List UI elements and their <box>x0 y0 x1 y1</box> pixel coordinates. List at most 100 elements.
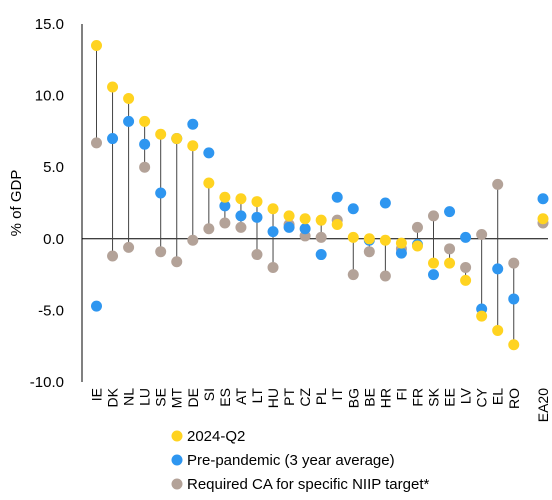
point-2024-q2 <box>219 191 231 203</box>
point-required-ca <box>91 137 102 149</box>
legend-required-ca-label: Required CA for specific NIIP target* <box>187 476 429 493</box>
category-label: NL <box>121 388 137 406</box>
point-2024-q2 <box>171 133 183 145</box>
point-pre-pandemic <box>347 203 359 215</box>
category-label: LT <box>249 388 265 404</box>
point-2024-q2 <box>251 196 263 208</box>
category-label: FI <box>393 388 409 400</box>
point-pre-pandemic <box>492 263 504 275</box>
point-required-ca <box>155 246 167 258</box>
category-label: SI <box>201 388 217 401</box>
category-label: LU <box>137 388 153 406</box>
point-pre-pandemic <box>460 231 472 243</box>
y-tick-label: 15.0 <box>35 16 64 33</box>
point-required-ca <box>492 178 504 190</box>
point-2024-q2 <box>411 240 423 252</box>
legend-pre-pandemic-marker <box>171 454 183 466</box>
category-label: HR <box>377 388 393 408</box>
category-label: SK <box>426 387 442 406</box>
point-pre-pandemic <box>283 221 295 233</box>
category-label: EE <box>442 388 458 407</box>
point-required-ca <box>315 231 327 243</box>
point-pre-pandemic <box>139 138 151 150</box>
y-tick-label: 5.0 <box>43 159 64 176</box>
legend: 2024-Q2 Pre-pandemic (3 year average) Requ… <box>171 428 429 493</box>
point-pre-pandemic <box>537 193 549 205</box>
point-required-ca <box>379 270 391 282</box>
point-pre-pandemic <box>187 118 199 130</box>
point-2024-q2 <box>187 140 199 152</box>
point-required-ca <box>444 243 456 255</box>
legend-2024-q2-label: 2024-Q2 <box>187 428 245 445</box>
category-label: RO <box>506 388 522 409</box>
point-pre-pandemic <box>331 191 343 203</box>
point-2024-q2 <box>331 218 343 230</box>
category-label: BE <box>361 388 377 407</box>
category-label: DE <box>185 388 201 407</box>
point-2024-q2 <box>299 213 311 225</box>
point-required-ca <box>219 217 231 229</box>
category-label: EA20 <box>535 388 551 422</box>
point-2024-q2 <box>267 203 279 215</box>
category-label: HU <box>265 388 281 408</box>
data-points <box>91 39 549 351</box>
point-pre-pandemic <box>315 249 327 261</box>
point-pre-pandemic <box>508 293 520 305</box>
point-pre-pandemic <box>219 200 231 212</box>
point-2024-q2 <box>315 214 327 226</box>
category-label: BG <box>345 388 361 408</box>
point-pre-pandemic <box>203 147 215 159</box>
point-2024-q2 <box>123 92 135 104</box>
category-label: PT <box>281 388 297 406</box>
point-required-ca <box>267 261 279 273</box>
point-2024-q2 <box>428 257 440 269</box>
category-label: IT <box>329 388 345 401</box>
point-required-ca <box>171 256 183 268</box>
point-required-ca <box>123 241 135 253</box>
point-pre-pandemic <box>123 115 135 127</box>
category-label: AT <box>233 388 249 405</box>
point-pre-pandemic <box>235 210 247 222</box>
category-label: MT <box>169 388 185 409</box>
point-pre-pandemic <box>251 211 263 223</box>
category-label: CY <box>474 387 490 407</box>
category-label: DK <box>105 387 121 407</box>
category-labels: IE DK NL LU SE MT DE SI ES AT LT HU PT CZ PL IT BG BE HR FI… <box>89 387 552 422</box>
y-tick-label: 10.0 <box>35 88 64 105</box>
category-label: IE <box>89 388 105 401</box>
category-label: EL <box>490 388 506 405</box>
point-pre-pandemic <box>91 300 102 312</box>
legend-2024-q2-marker <box>171 430 183 442</box>
y-tick-label: -5.0 <box>38 302 64 319</box>
point-pre-pandemic <box>155 187 167 199</box>
y-axis-label: % of GDP <box>8 170 25 237</box>
category-label: CZ <box>297 388 313 407</box>
point-required-ca <box>411 221 423 233</box>
point-required-ca <box>187 234 199 246</box>
point-2024-q2 <box>203 177 215 189</box>
point-required-ca <box>476 229 488 241</box>
point-required-ca <box>460 261 472 273</box>
point-2024-q2 <box>379 234 391 246</box>
axes: 15.0 10.0 5.0 0.0 -5.0 -10.0 % of GDP <box>8 16 548 391</box>
category-label: FR <box>409 388 425 407</box>
category-label: ES <box>217 388 233 407</box>
point-required-ca <box>428 210 440 222</box>
point-2024-q2 <box>155 128 167 140</box>
point-2024-q2 <box>235 193 247 205</box>
point-required-ca <box>363 246 375 258</box>
y-tick-label: -10.0 <box>30 374 64 391</box>
point-2024-q2 <box>363 233 375 245</box>
point-2024-q2 <box>347 231 359 243</box>
point-2024-q2 <box>139 115 151 127</box>
point-required-ca <box>139 161 151 173</box>
point-2024-q2 <box>283 210 295 222</box>
category-label: LV <box>458 387 474 404</box>
point-required-ca <box>347 269 359 281</box>
point-pre-pandemic <box>395 247 407 259</box>
point-pre-pandemic <box>379 197 391 209</box>
point-required-ca <box>508 257 520 269</box>
category-label: SE <box>153 388 169 407</box>
point-2024-q2 <box>508 339 520 351</box>
